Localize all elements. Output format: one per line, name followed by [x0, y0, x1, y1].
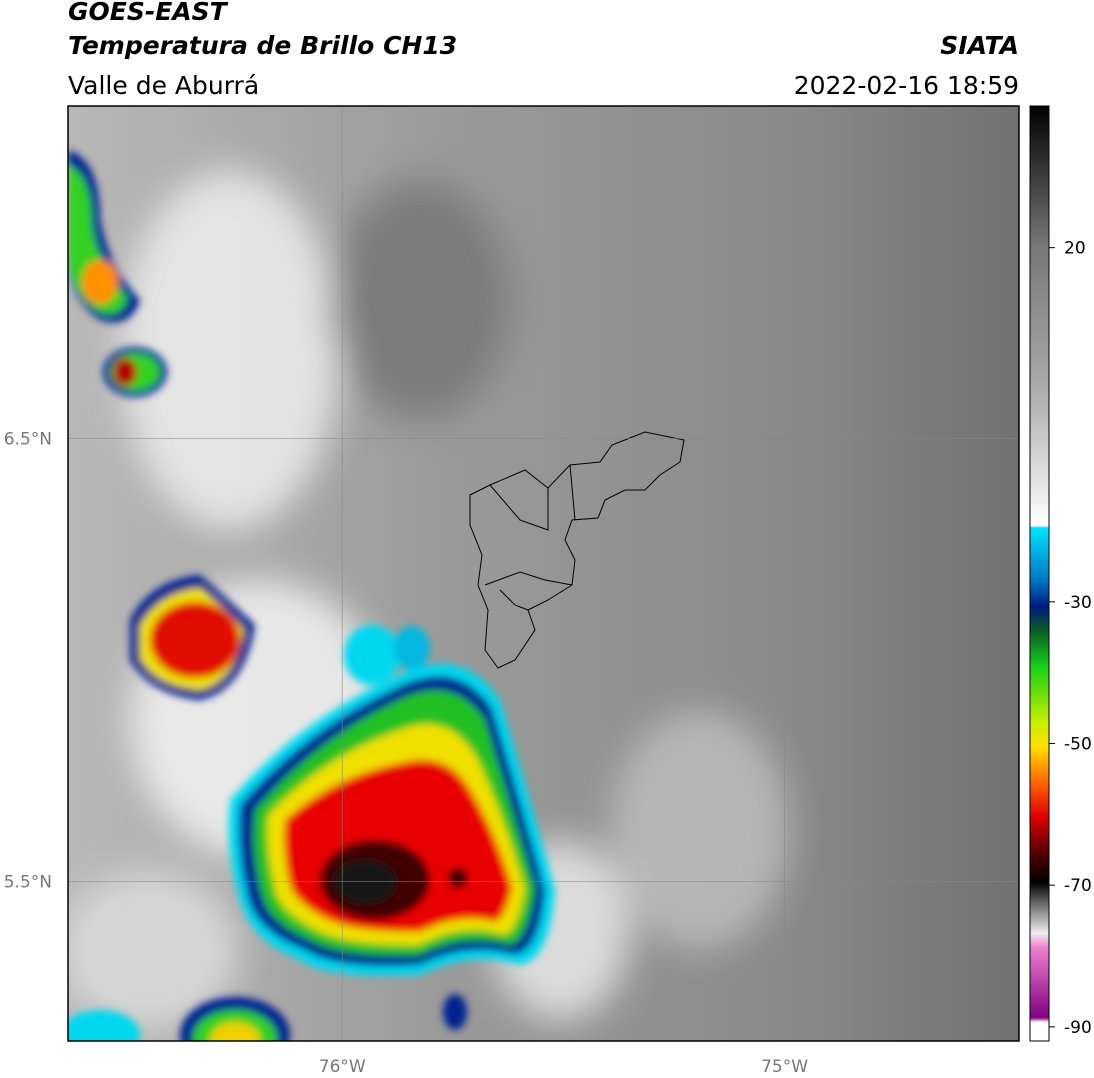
colorbar-tick-label: -70: [1064, 876, 1092, 896]
title: GOES-EAST: [68, 0, 229, 26]
source: SIATA: [940, 31, 1019, 60]
colorbar-tick-label: -50: [1064, 735, 1092, 755]
colorbar-tick-label: -90: [1064, 1018, 1092, 1038]
colorbar: [1029, 105, 1050, 1042]
x-tick-label: 75°W: [761, 1057, 808, 1077]
map-frame: [67, 105, 1020, 1042]
colorbar-tick-label: 20: [1064, 239, 1086, 259]
y-tick-label: 5.5°N: [4, 872, 52, 892]
subtitle: Temperatura de Brillo CH13: [68, 31, 457, 60]
datetime: 2022-02-16 18:59: [794, 71, 1019, 100]
x-tick-label: 76°W: [319, 1057, 366, 1077]
region: Valle de Aburrá: [68, 71, 259, 100]
satellite-image: [68, 106, 1019, 1041]
municipal-outline: [469, 431, 685, 669]
colorbar-tick-label: -30: [1064, 593, 1092, 613]
y-tick-label: 6.5°N: [4, 429, 52, 449]
graticule: [68, 106, 1019, 1041]
